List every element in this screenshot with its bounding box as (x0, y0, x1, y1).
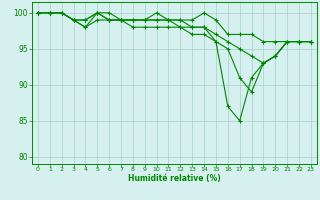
X-axis label: Humidité relative (%): Humidité relative (%) (128, 174, 221, 183)
